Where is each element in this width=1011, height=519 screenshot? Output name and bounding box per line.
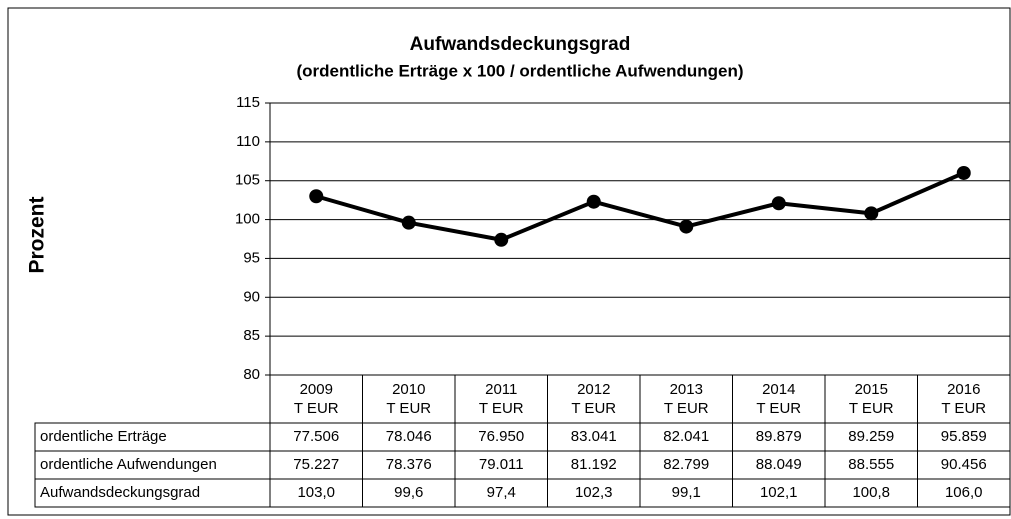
table-cell-text: 106,0: [945, 484, 983, 501]
table-cell-text: 102,1: [760, 484, 798, 501]
table-cell-text: 99,6: [394, 484, 423, 501]
x-tick-unit: T EUR: [479, 400, 524, 417]
x-tick-unit: T EUR: [941, 400, 986, 417]
x-tick-label: 2013: [670, 381, 703, 398]
y-tick-label: 105: [235, 172, 260, 189]
x-tick-label: 2012: [577, 381, 610, 398]
data-point: [771, 196, 786, 211]
table-cell-text: 90.456: [941, 456, 987, 473]
x-tick-unit: T EUR: [386, 400, 431, 417]
data-point: [494, 232, 509, 247]
data-point: [864, 206, 879, 221]
y-tick-label: 90: [243, 288, 260, 305]
y-tick-label: 110: [236, 133, 260, 150]
y-tick-label: 85: [243, 327, 260, 344]
table-cell-text: 76.950: [478, 428, 524, 445]
data-point: [679, 219, 694, 234]
x-tick-unit: T EUR: [849, 400, 894, 417]
data-point: [401, 215, 416, 230]
data-point: [586, 194, 601, 209]
table-row-label: ordentliche Aufwendungen: [40, 456, 217, 473]
chart-subtitle: (ordentliche Erträge x 100 / ordentliche…: [296, 61, 743, 80]
x-tick-unit: T EUR: [294, 400, 339, 417]
table-cell-text: 95.859: [941, 428, 987, 445]
table-cell-text: 89.259: [848, 428, 894, 445]
x-tick-label: 2015: [855, 381, 888, 398]
table-cell-text: 79.011: [479, 456, 524, 473]
x-tick-unit: T EUR: [664, 400, 709, 417]
x-tick-unit: T EUR: [756, 400, 801, 417]
data-point: [956, 165, 971, 180]
table-cell-text: 99,1: [672, 484, 701, 501]
table-cell-text: 88.049: [756, 456, 802, 473]
x-tick-label: 2014: [762, 381, 795, 398]
chart-border: [7, 7, 1011, 516]
table-cell-text: 89.879: [756, 428, 802, 445]
table-cell-text: 100,8: [852, 484, 890, 501]
chart-title: Aufwandsdeckungsgrad: [410, 34, 631, 55]
y-tick-label: 100: [235, 211, 260, 228]
data-point: [309, 189, 324, 204]
table-cell-text: 82.799: [663, 456, 709, 473]
table-cell-text: 82.041: [663, 428, 709, 445]
table-cell-text: 88.555: [848, 456, 894, 473]
x-tick-label: 2010: [392, 381, 425, 398]
y-tick-label: 80: [243, 366, 260, 383]
table-cell-text: 77.506: [293, 428, 339, 445]
y-axis-label: Prozent: [26, 196, 49, 273]
table-cell-text: 102,3: [575, 484, 613, 501]
x-tick-label: 2011: [485, 381, 517, 398]
x-tick-label: 2009: [300, 381, 333, 398]
x-tick-label: 2016: [947, 381, 980, 398]
table-row-label: ordentliche Erträge: [40, 428, 167, 445]
y-tick-label: 115: [236, 94, 260, 111]
series-line: [315, 171, 965, 242]
x-tick-unit: T EUR: [571, 400, 616, 417]
table-cell-text: 103,0: [297, 484, 335, 501]
y-tick-label: 95: [243, 249, 260, 266]
table-cell-text: 83.041: [571, 428, 617, 445]
table-row-label: Aufwandsdeckungsgrad: [40, 484, 200, 501]
table-cell-text: 81.192: [571, 456, 617, 473]
table-cell-text: 97,4: [487, 484, 516, 501]
table-cell-text: 78.046: [386, 428, 432, 445]
table-cell-text: 75.227: [293, 456, 339, 473]
table-cell: [917, 478, 1011, 508]
table-cell-text: 78.376: [386, 456, 432, 473]
